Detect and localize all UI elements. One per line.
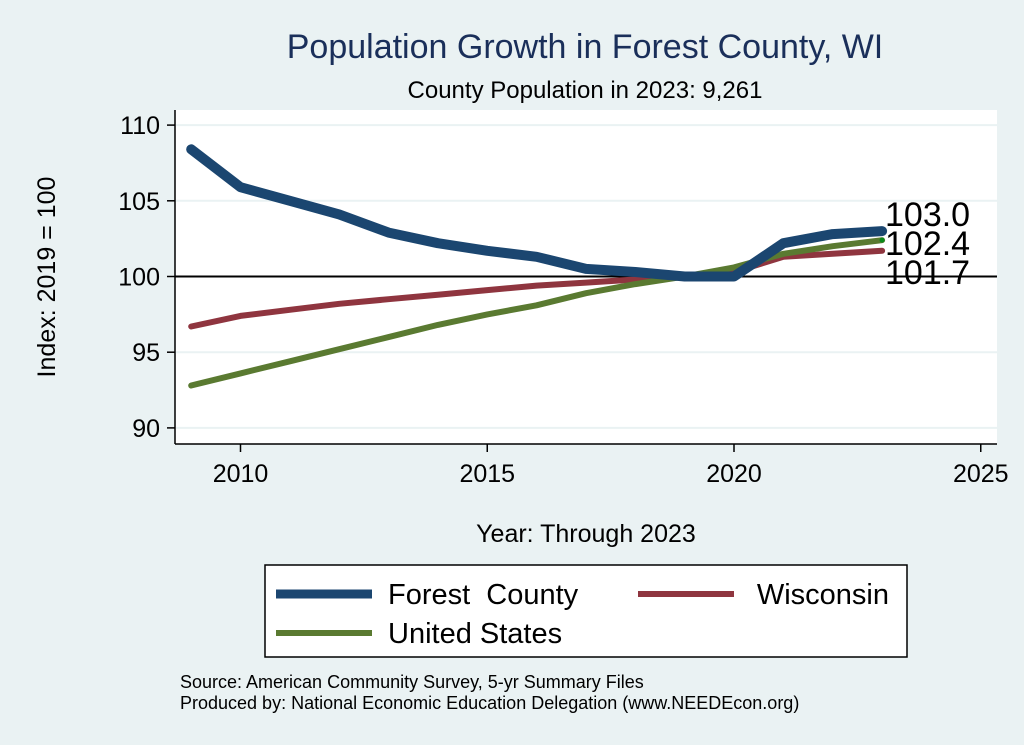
x-ticks: 2010 2015 2020 2025: [213, 444, 1009, 488]
end-label-102.4: 102.4: [885, 225, 970, 263]
legend: Forest County Wisconsin United States: [264, 564, 908, 658]
x-tick-label-2010: 2010: [213, 460, 269, 488]
legend-label-forest-county: Forest County: [388, 579, 579, 611]
series-group: [186, 144, 888, 389]
source-note: Source: American Community Survey, 5-yr …: [180, 672, 644, 692]
series-line-wisconsin: [188, 247, 886, 330]
y-tick-label-90: 90: [132, 415, 160, 443]
end-label-103.0: 103.0: [885, 196, 970, 234]
end-label-101.7: 101.7: [885, 254, 970, 292]
x-axis-label: Year: Through 2023: [476, 520, 696, 548]
y-tick-label-95: 95: [132, 339, 160, 367]
legend-box: [264, 564, 908, 658]
y-ticks: 90 95 100 105 110: [118, 112, 175, 443]
end-point-forest-county: [879, 228, 885, 234]
end-point-wisconsin: [879, 248, 885, 254]
chart-title: Population Growth in Forest County, WI: [287, 28, 884, 66]
series-line-forest-county: [186, 144, 888, 282]
y-tick-label-105: 105: [118, 188, 160, 216]
legend-label-united-states: United States: [388, 618, 562, 650]
x-tick-label-2025: 2025: [953, 460, 1009, 488]
x-tick-label-2015: 2015: [459, 460, 515, 488]
y-axis-label: Index: 2019 = 100: [33, 177, 61, 378]
gridlines: [176, 124, 997, 429]
y-tick-label-100: 100: [118, 264, 160, 292]
y-tick-label-110: 110: [120, 112, 160, 140]
produced-by-note: Produced by: National Economic Education…: [180, 693, 799, 713]
end-point-united-states: [879, 237, 885, 243]
legend-label-wisconsin: Wisconsin: [757, 579, 889, 611]
x-tick-label-2020: 2020: [706, 460, 762, 488]
chart-subtitle: County Population in 2023: 9,261: [408, 77, 763, 104]
